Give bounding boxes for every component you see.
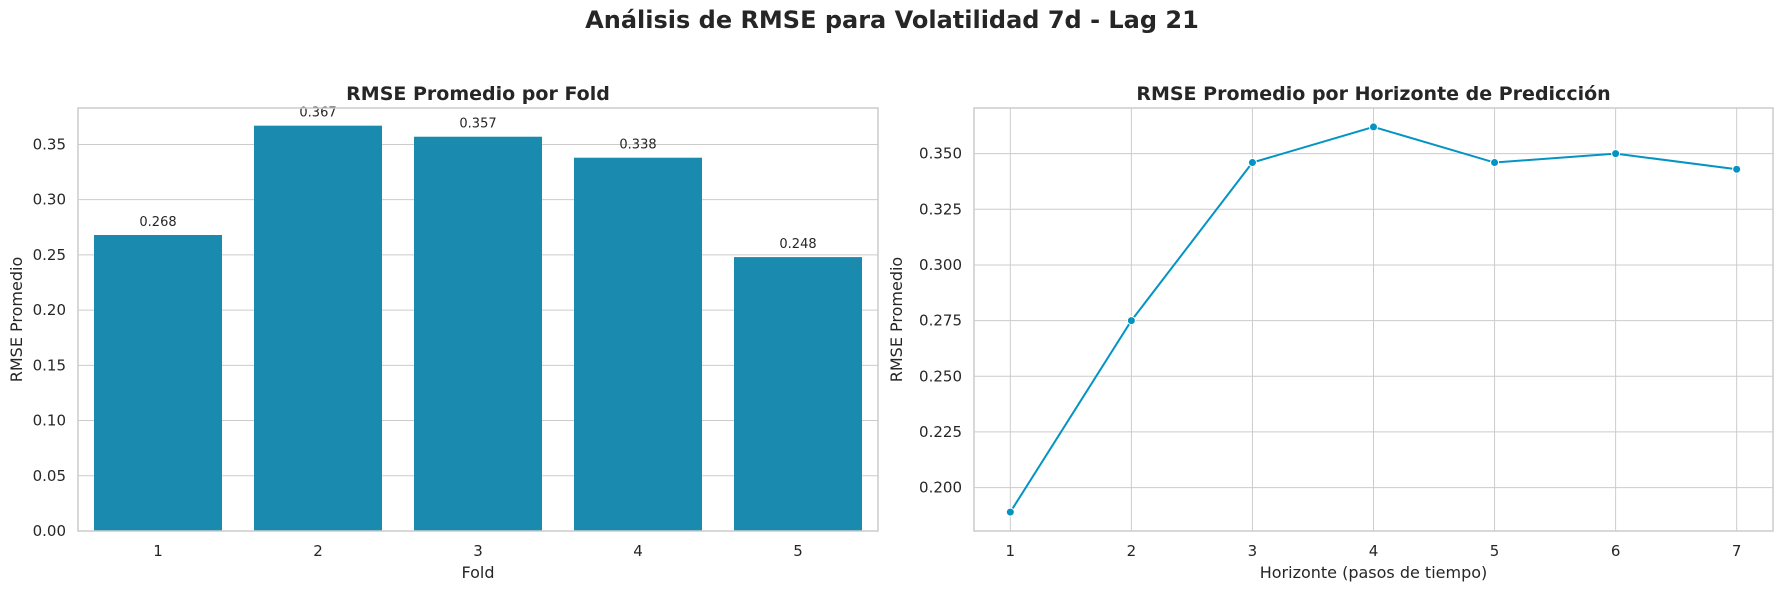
line-y-axis-label: RMSE Promedio — [887, 257, 906, 382]
bar-ytick-label: 0.15 — [33, 356, 66, 374]
bar-ytick-label: 0.05 — [33, 467, 66, 485]
bar-chart-title: RMSE Promedio por Fold — [346, 83, 610, 105]
figure-title: Análisis de RMSE para Volatilidad 7d - L… — [585, 6, 1199, 34]
line-xtick-label: 7 — [1732, 542, 1742, 560]
line-ytick-label: 0.225 — [919, 423, 962, 441]
series-point — [1369, 122, 1378, 132]
line-xtick-label: 3 — [1248, 542, 1258, 560]
line-ytick-label: 0.350 — [919, 145, 962, 163]
line-xtick-label: 5 — [1490, 542, 1500, 560]
line-ytick-label: 0.250 — [919, 367, 962, 385]
line-ytick-label: 0.200 — [919, 479, 962, 497]
line-xtick-label: 4 — [1369, 542, 1379, 560]
series-point — [1732, 164, 1742, 174]
bar-ytick-label: 0.10 — [33, 412, 66, 430]
line-ytick-label: 0.300 — [919, 256, 962, 274]
bar-ytick-label: 0.20 — [33, 301, 66, 319]
bar-ytick-label: 0.35 — [33, 135, 66, 153]
bar-ytick-label: 0.25 — [33, 246, 66, 264]
bar-value-label: 0.268 — [139, 215, 176, 230]
bar-xtick-label: 3 — [473, 542, 483, 560]
bar — [254, 125, 382, 531]
line-ytick-label: 0.275 — [919, 312, 962, 330]
bar-value-label: 0.248 — [779, 237, 816, 252]
line-xtick-label: 2 — [1127, 542, 1137, 560]
bar-plot-frame — [77, 107, 879, 532]
bar-xtick-label: 4 — [633, 542, 643, 560]
series-point — [1005, 507, 1015, 517]
line-plot-frame — [973, 107, 1774, 532]
bar — [94, 235, 222, 531]
series-point — [1611, 149, 1621, 159]
line-chart-title: RMSE Promedio por Horizonte de Predicció… — [1136, 83, 1610, 105]
bar-xtick-label: 2 — [313, 542, 323, 560]
series-point — [1490, 158, 1500, 168]
bar — [574, 157, 702, 531]
bar-y-axis-label: RMSE Promedio — [7, 257, 26, 382]
bar — [734, 257, 862, 531]
line-x-axis-label: Horizonte (pasos de tiempo) — [1260, 563, 1488, 582]
bar-value-label: 0.357 — [459, 117, 496, 132]
series-point — [1247, 158, 1257, 168]
bar-value-label: 0.367 — [299, 106, 336, 121]
bar-xtick-label: 1 — [153, 542, 163, 560]
bar-ytick-label: 0.00 — [33, 522, 66, 540]
bar-x-axis-label: Fold — [461, 563, 494, 582]
line-xtick-label: 1 — [1006, 542, 1016, 560]
series-point — [1126, 316, 1136, 326]
line-xtick-label: 6 — [1611, 542, 1621, 560]
bar-xtick-label: 5 — [793, 542, 803, 560]
bar-value-label: 0.338 — [619, 138, 656, 153]
line-ytick-label: 0.325 — [919, 200, 962, 218]
bar — [414, 136, 542, 532]
bar-ytick-label: 0.30 — [33, 191, 66, 209]
